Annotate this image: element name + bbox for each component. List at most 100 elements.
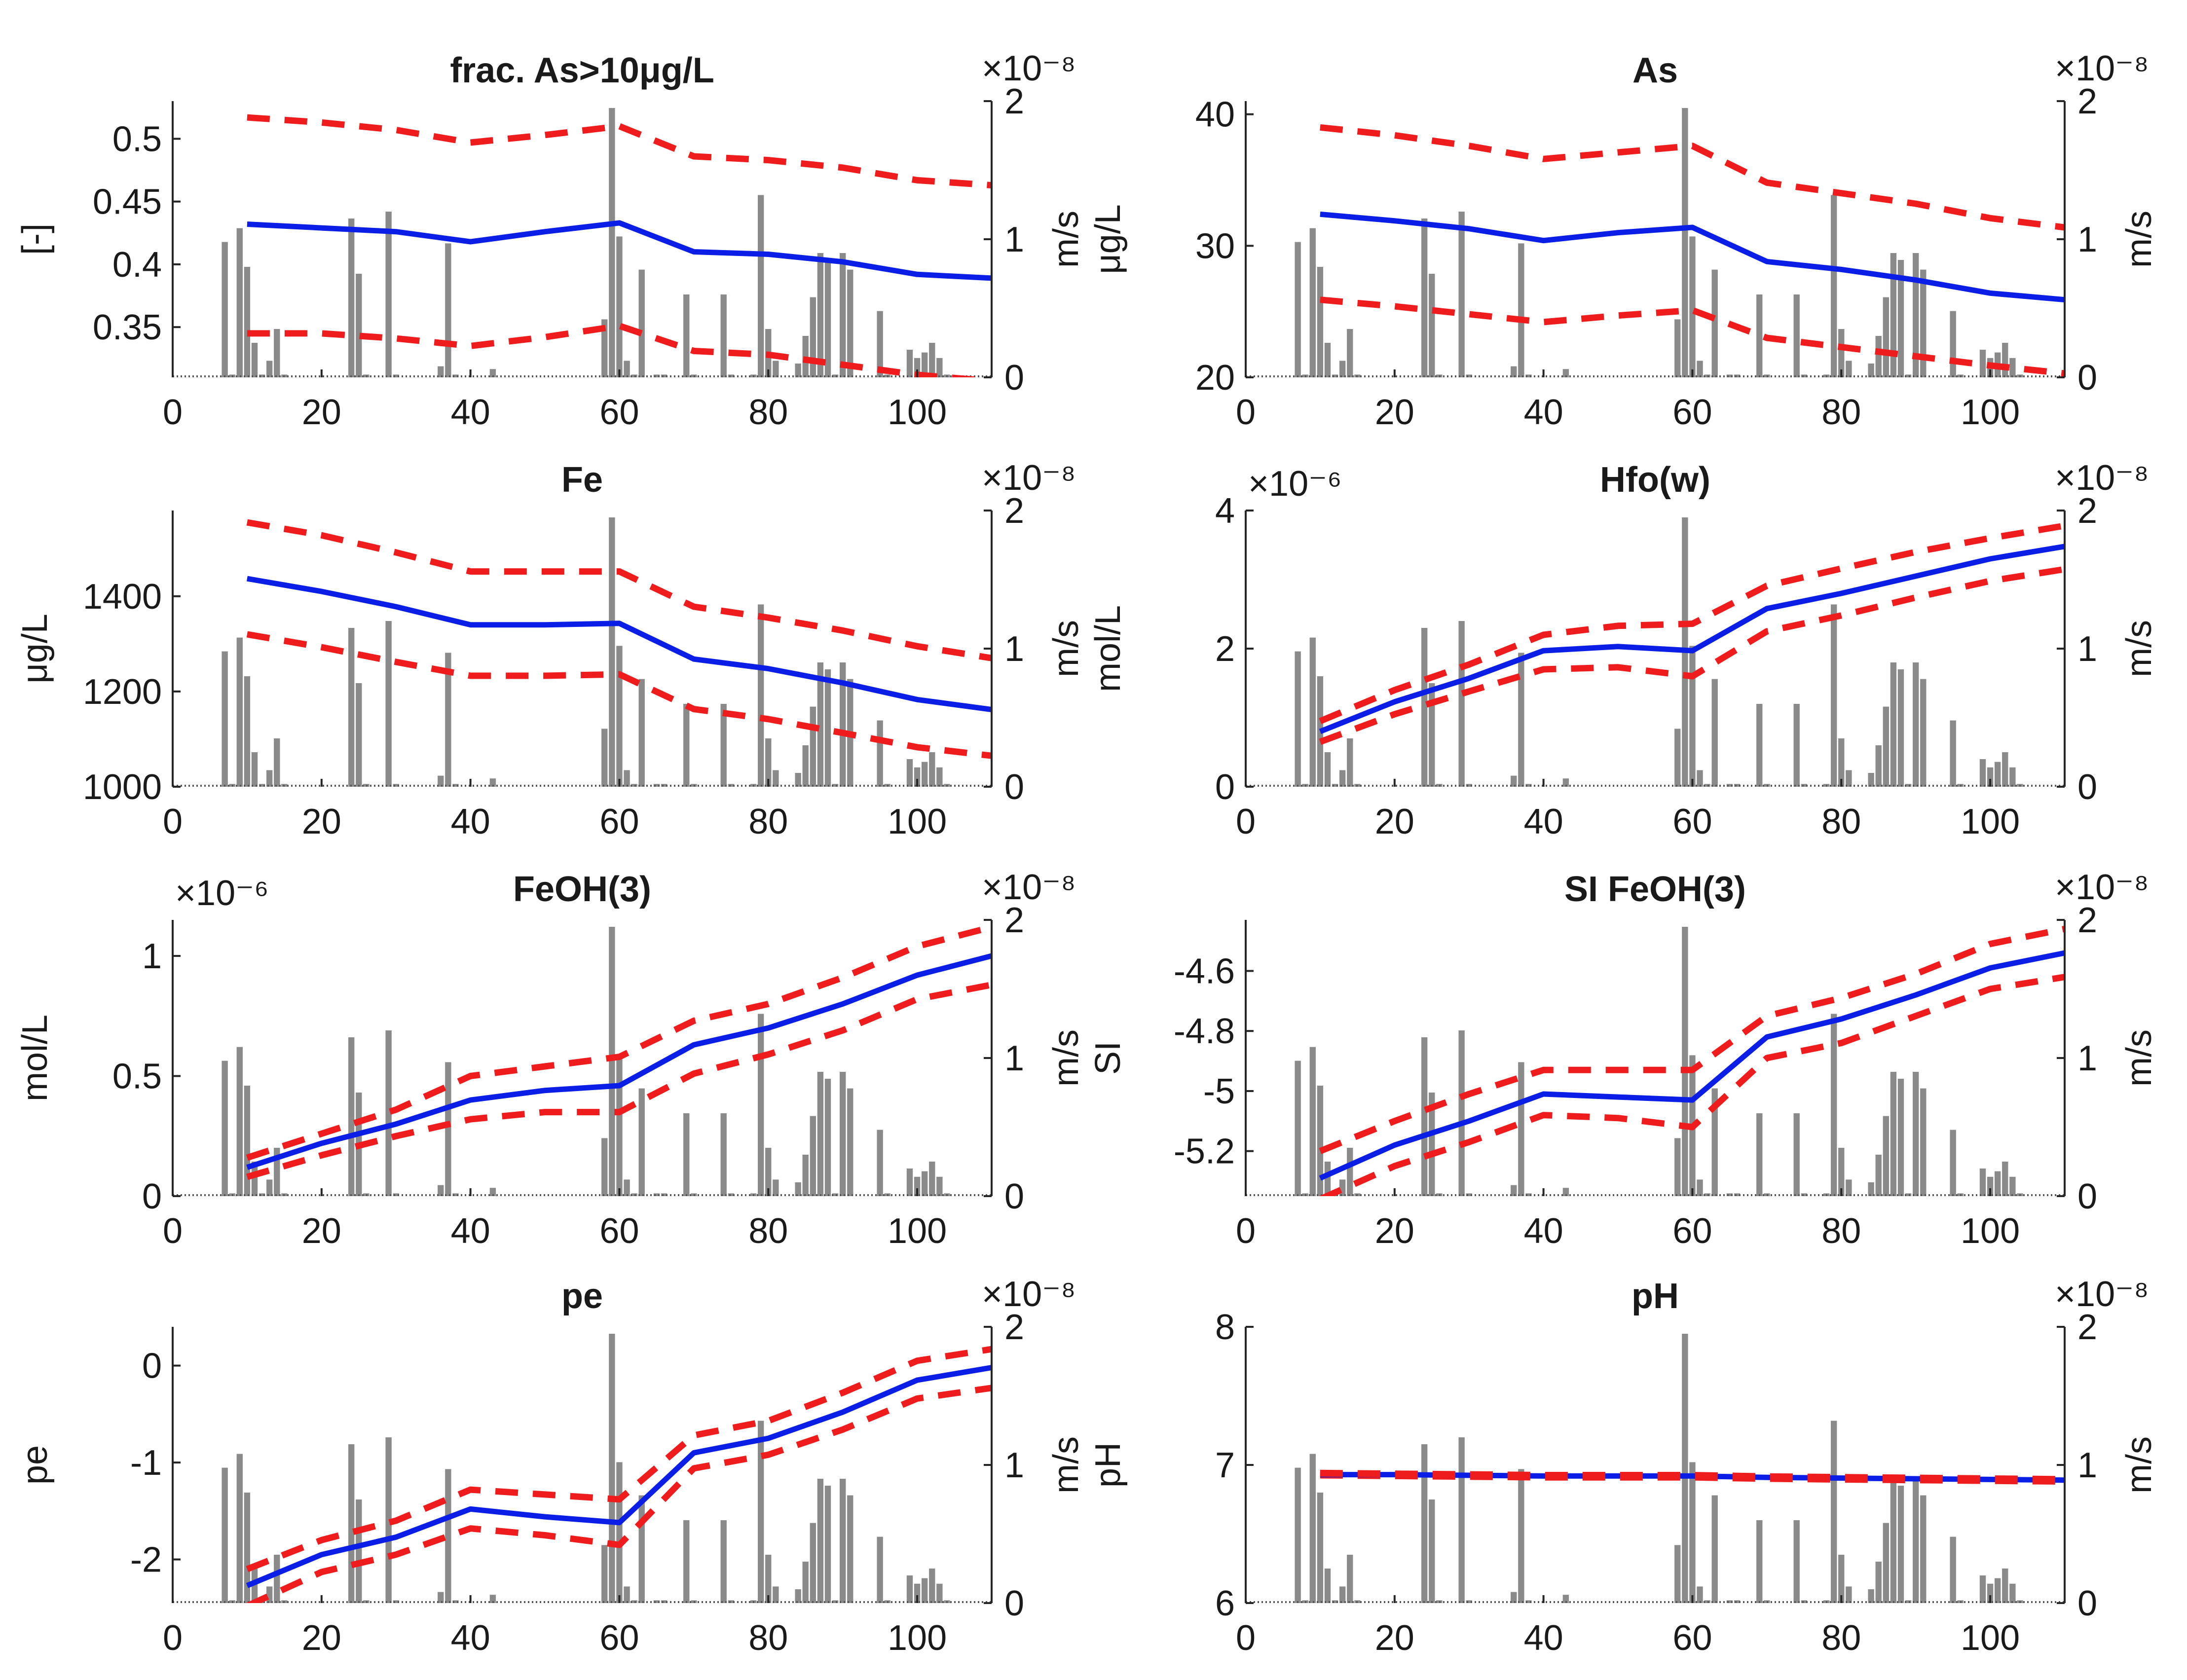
x-tick-label: 80 (1821, 1618, 1861, 1658)
flux-bar (2009, 1583, 2016, 1603)
x-tick-label: 60 (1672, 802, 1712, 841)
flux-bar (259, 1193, 265, 1196)
flux-bar (445, 243, 451, 377)
flux-bar (795, 1589, 801, 1603)
flux-bar (810, 1116, 816, 1196)
flux-bar (1846, 361, 1852, 377)
flux-bar (489, 369, 496, 377)
flux-bars (222, 108, 950, 377)
flux-bar (1987, 1583, 1994, 1603)
flux-bar (1890, 253, 1897, 377)
flux-bar (1838, 738, 1845, 787)
flux-bar (810, 1523, 816, 1603)
flux-bar (802, 1562, 809, 1603)
flux-bar (683, 704, 690, 787)
x-tick-label: 100 (1961, 1211, 2020, 1251)
flux-bar (1711, 679, 1718, 787)
flux-bar (1793, 1113, 1800, 1196)
series-mean-line (1320, 211, 2065, 303)
flux-bar (616, 646, 623, 787)
x-tick-label: 0 (163, 802, 183, 841)
x-tick-label: 20 (302, 1618, 341, 1658)
series-lines (246, 924, 992, 1180)
flux-bar (1295, 242, 1301, 377)
right-y-tick-label: 0 (2077, 358, 2097, 398)
flux-bar (274, 738, 280, 787)
flux-bar (1339, 770, 1346, 787)
flux-bar (720, 1113, 727, 1196)
flux-bar (847, 1495, 853, 1603)
flux-bar (1979, 350, 1986, 377)
x-tick-label: 40 (1524, 1618, 1563, 1658)
flux-bar (348, 1444, 355, 1603)
flux-bar (1429, 1499, 1435, 1603)
right-y-tick-label: 1 (2077, 1039, 2097, 1078)
flux-bar (274, 329, 280, 377)
flux-bar (1950, 720, 1956, 787)
flux-bar (929, 1162, 935, 1196)
series-mean-line (246, 576, 992, 713)
x-tick-label: 60 (1672, 393, 1712, 432)
flux-bar (393, 1600, 399, 1603)
flux-bars (1295, 927, 2023, 1196)
flux-bar (795, 773, 801, 787)
flux-bar (609, 517, 615, 787)
right-axis-label: m/s (2119, 1436, 2159, 1494)
flux-bar (936, 1583, 943, 1603)
flux-bar (1994, 1171, 2001, 1196)
flux-bar (1734, 1193, 1741, 1196)
series-upper-line (246, 519, 992, 661)
subplot-7: 0 20 40 60 80 100 -2 -1 0 0 1 2×10⁻⁸ pe pe m/s (15, 1275, 1086, 1658)
flux-bar (661, 1193, 667, 1196)
flux-bar (1912, 1072, 1919, 1196)
flux-bar (1295, 1467, 1301, 1603)
right-axis-exponent: ×10⁻⁸ (982, 868, 1076, 907)
x-tick-label: 20 (302, 393, 341, 432)
flux-bar (2009, 1176, 2016, 1196)
flux-bar (251, 1569, 258, 1603)
y-tick-label: 0.35 (93, 308, 162, 347)
flux-bar (438, 1592, 444, 1603)
right-axis-exponent: ×10⁻⁸ (2055, 1275, 2149, 1314)
flux-bar (356, 274, 362, 377)
right-axis-label: m/s (2119, 211, 2159, 268)
y-tick-label: 20 (1195, 358, 1235, 398)
flux-bar (839, 662, 846, 787)
flux-bar (1905, 1193, 1912, 1196)
flux-bar (1912, 253, 1919, 377)
y-tick-label: 6 (1215, 1584, 1235, 1623)
flux-bar (489, 1595, 496, 1603)
flux-bar (1309, 228, 1316, 377)
series-lower-line (246, 982, 992, 1180)
right-y-tick-label: 2 (1004, 1308, 1024, 1347)
flux-bar (1339, 361, 1346, 377)
subplot-title: pe (561, 1277, 603, 1316)
x-tick-label: 60 (599, 802, 639, 841)
flux-bar (906, 1575, 913, 1603)
y-tick-label: -4.6 (1174, 951, 1235, 991)
flux-bar (802, 745, 809, 787)
flux-bar (1682, 927, 1688, 1196)
flux-bar (1734, 1600, 1741, 1603)
flux-bar (1324, 1569, 1331, 1603)
flux-bar (385, 212, 392, 377)
flux-bar (929, 752, 935, 787)
y-axis-label: μg/L (15, 614, 55, 684)
flux-bar (1711, 1495, 1718, 1603)
flux-bar (1562, 1188, 1569, 1196)
series-lower-line (1319, 974, 2065, 1196)
flux-bar (795, 364, 801, 377)
flux-bar (936, 767, 943, 787)
flux-bar (1756, 294, 1763, 377)
flux-bar (1309, 1454, 1316, 1603)
flux-bar (638, 269, 645, 377)
right-axis-label: m/s (1046, 620, 1086, 677)
flux-bar (1987, 1176, 1994, 1196)
x-tick-label: 0 (1236, 1211, 1256, 1251)
flux-bar (1883, 1116, 1890, 1196)
series-upper-line (246, 1346, 992, 1572)
flux-bar (1890, 1072, 1897, 1196)
right-axis-exponent: ×10⁻⁸ (982, 458, 1076, 498)
